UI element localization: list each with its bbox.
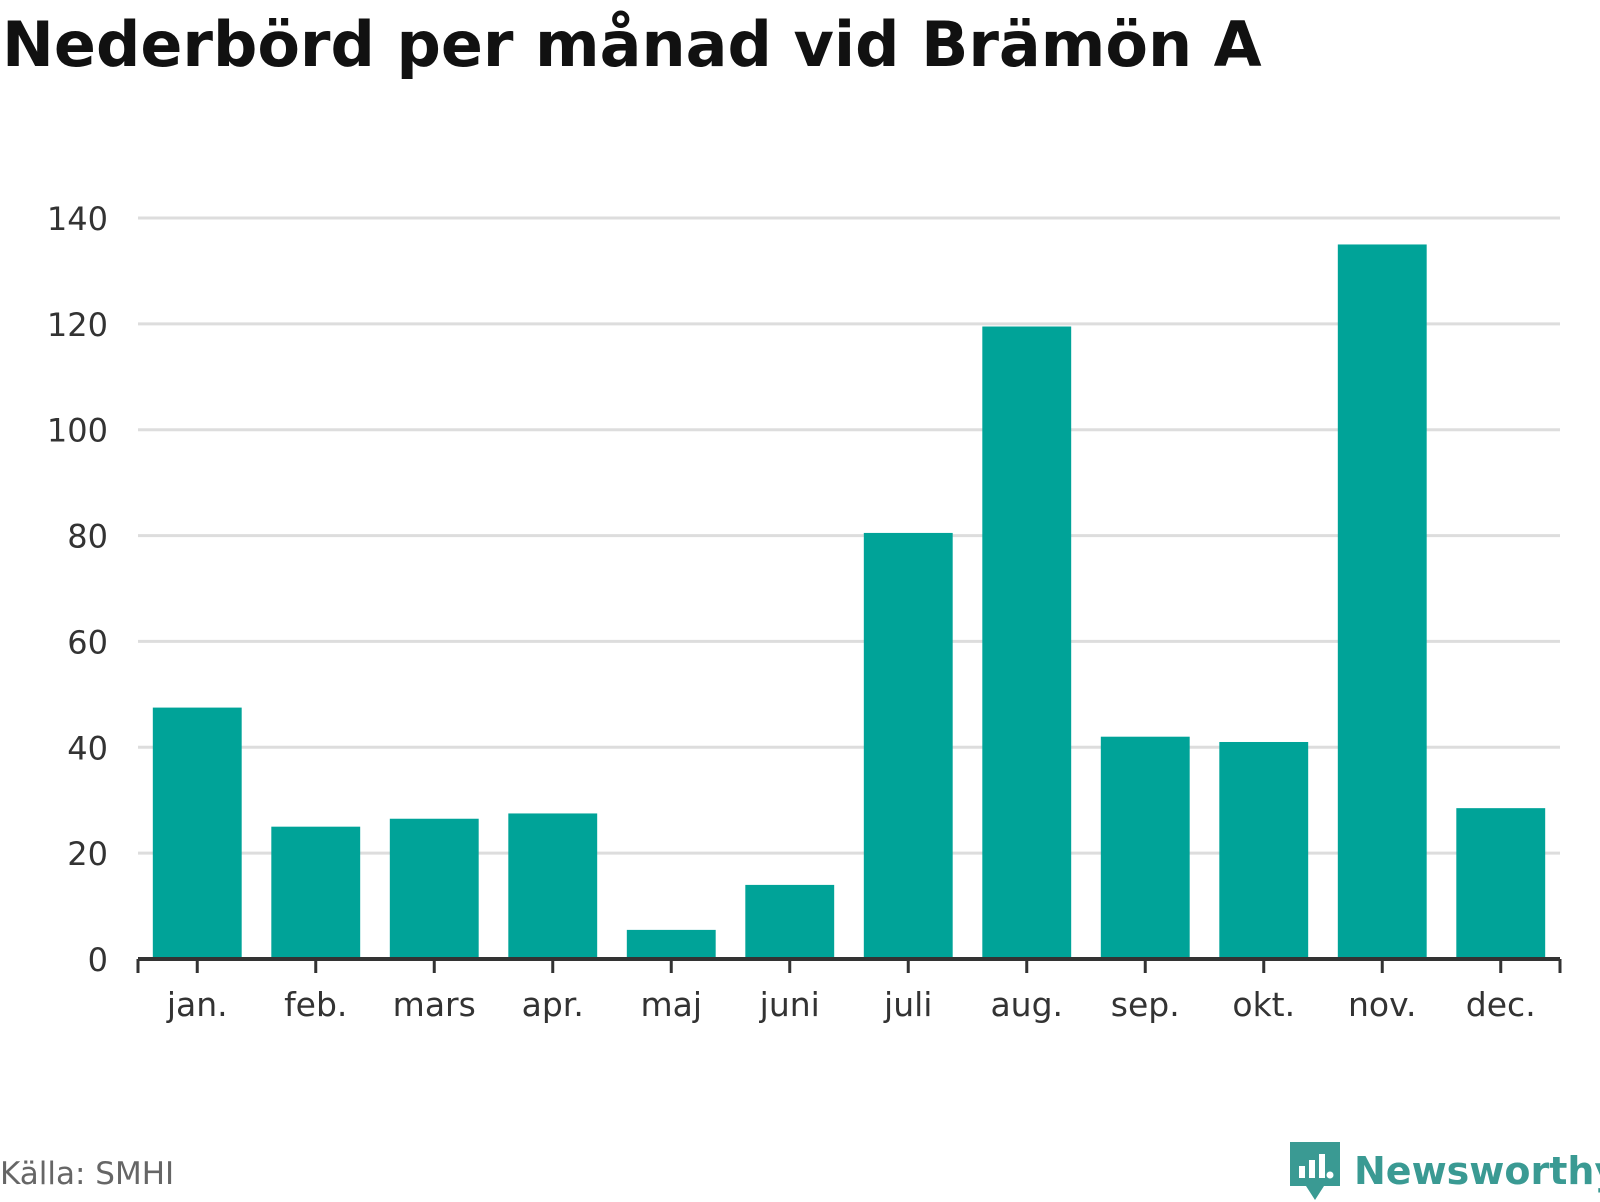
y-tick-label: 140 [47,200,108,238]
bar [1337,244,1427,959]
y-tick-label: 40 [67,729,108,767]
x-tick-label: aug. [990,985,1063,1024]
bar [1100,736,1190,959]
x-tick-label: jan. [166,985,228,1024]
y-tick-label: 120 [47,306,108,344]
x-tick-label: juni [759,985,820,1024]
y-tick-label: 60 [67,623,108,661]
x-tick-label: juli [883,985,932,1024]
grid-lines [138,216,1560,855]
source-label: Källa: SMHI [0,1156,175,1192]
chart-title: Nederbörd per månad vid Brämön A [2,8,1262,81]
x-axis: jan. feb. mars apr. maj juni juli aug. sep. okt. n… [136,957,1562,1024]
bar [982,326,1072,960]
x-tick-label: dec. [1466,985,1536,1024]
x-tick-label: mars [393,985,476,1024]
bar [1219,741,1309,959]
newsworthy-logo-icon [1290,1142,1340,1200]
y-tick-label: 100 [47,412,108,450]
x-tick-label: okt. [1232,985,1295,1024]
bar [745,884,835,959]
bar [271,826,361,959]
brand-name: Newsworthy [1354,1149,1600,1193]
y-axis-ticks: 0 20 40 60 80 100 120 140 [47,200,108,979]
x-tick-label: nov. [1348,985,1417,1024]
x-tick-label: apr. [522,985,584,1024]
bar [863,532,953,959]
x-tick-label: maj [640,985,702,1024]
bar [1456,808,1546,959]
bar [389,818,479,959]
x-tick-label: sep. [1111,985,1180,1024]
y-tick-label: 20 [67,835,108,873]
y-tick-label: 80 [67,518,108,556]
bar [152,707,242,959]
x-tick-label: feb. [284,985,347,1024]
bar [626,929,716,959]
brand-logo: Newsworthy [1290,1140,1600,1202]
bar [508,813,598,959]
y-tick-label: 0 [88,941,108,979]
bars [152,244,1546,960]
